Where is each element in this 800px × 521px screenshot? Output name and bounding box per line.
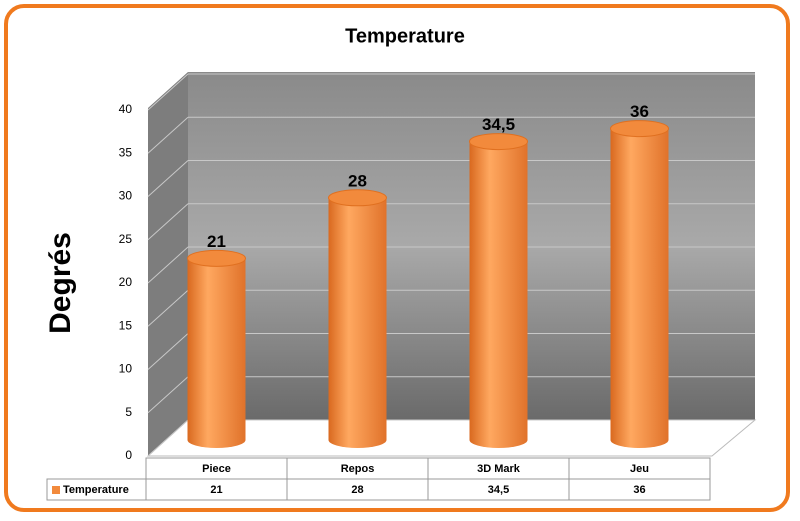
x-tick-label: Piece [202, 463, 231, 475]
table-value: 36 [633, 484, 645, 496]
bar-top [187, 249, 246, 267]
chart-title: Temperature [345, 25, 465, 47]
grid-line-side [147, 160, 189, 197]
table-value: 21 [210, 484, 222, 496]
value-label: 21 [207, 232, 226, 251]
grid-line-side [147, 419, 189, 457]
y-tick-label: 5 [125, 405, 132, 419]
y-tick-label: 10 [119, 362, 133, 376]
table-cell [568, 478, 711, 501]
grid-line-side [147, 203, 189, 241]
table-value: 28 [351, 484, 363, 496]
grid-line-side [147, 289, 189, 327]
table-value: 34,5 [488, 484, 509, 496]
bar [469, 141, 528, 448]
grid-line-side [147, 246, 189, 284]
bar-top [328, 189, 387, 207]
x-tick-label: Jeu [630, 463, 649, 475]
x-tick-label: Repos [341, 463, 375, 475]
grid-line-side [147, 376, 189, 414]
y-axis-label: Degrés [44, 232, 77, 334]
legend-swatch [52, 486, 60, 494]
y-tick-label: 15 [119, 318, 133, 332]
y-tick-label: 25 [119, 232, 133, 246]
bar [610, 128, 669, 448]
bar [187, 258, 246, 448]
bar-top [469, 133, 528, 151]
grid-line-side [147, 333, 189, 370]
y-tick-label: 40 [119, 102, 133, 116]
bar [328, 197, 387, 448]
y-tick-label: 0 [125, 448, 132, 462]
y-tick-label: 20 [119, 275, 133, 289]
side-wall [148, 72, 188, 456]
value-label: 28 [348, 171, 367, 190]
y-tick-label: 35 [119, 145, 133, 159]
value-label: 36 [630, 102, 649, 121]
bar-top [610, 120, 669, 138]
y-tick-label: 30 [119, 189, 133, 203]
grid-line-side [147, 73, 189, 111]
legend-label: Temperature [63, 484, 129, 496]
x-tick-label: 3D Mark [477, 463, 521, 475]
value-label: 34,5 [482, 115, 515, 134]
grid-line-side [147, 116, 189, 154]
